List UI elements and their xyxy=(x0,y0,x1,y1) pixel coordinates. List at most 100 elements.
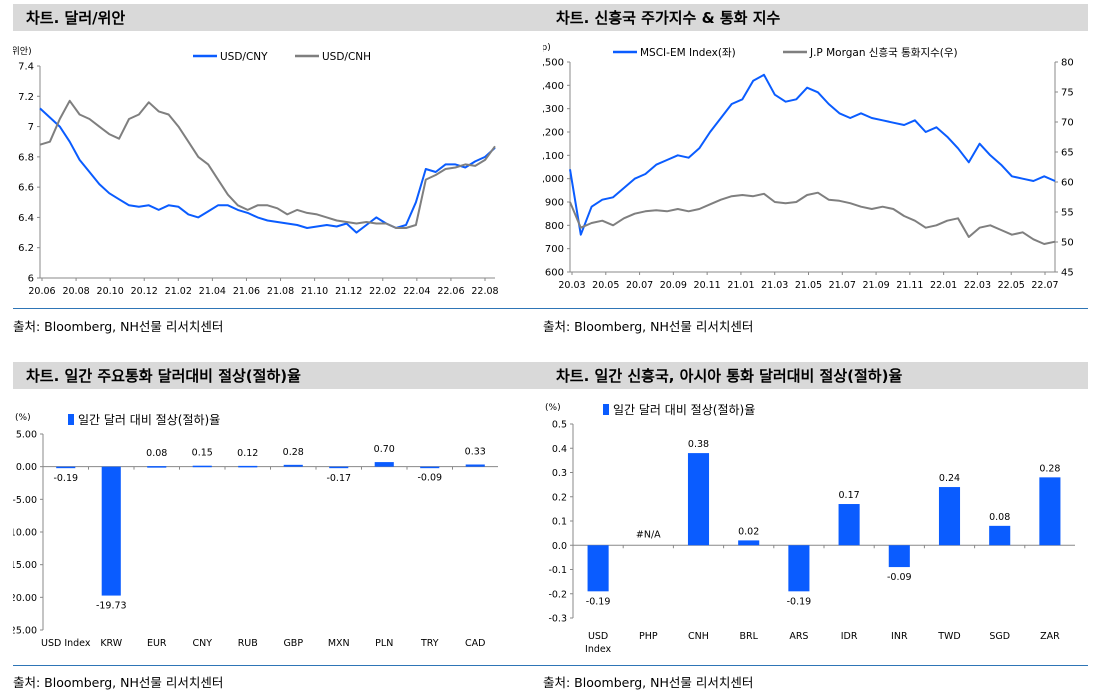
data-label: 0.38 xyxy=(688,439,709,450)
bar xyxy=(838,504,860,546)
y-tick-label: 0.1 xyxy=(552,517,567,528)
y2-tick-label: 55 xyxy=(1061,208,1074,219)
y-tick-label: 1,000 xyxy=(543,174,564,185)
data-label: -0.17 xyxy=(326,473,351,484)
x-tick-label: 20.03 xyxy=(558,280,585,291)
x-tick-label: 22.06 xyxy=(437,286,464,297)
x-tick-label: 21.05 xyxy=(795,280,822,291)
x-tick-label: 22.05 xyxy=(998,280,1025,291)
bar xyxy=(1039,477,1061,546)
y-tick-label: 0.5 xyxy=(552,420,567,431)
chart-em-index: (p) 1,500 1,400 1,300 1,200 1,100 1,000 900 800 7… xyxy=(543,43,1074,291)
source-note: 출처: Bloomberg, NH선물 리서치센터 xyxy=(13,675,224,690)
y2-tick-label: 60 xyxy=(1061,178,1074,189)
panel-em-index: 차트. 신흥국 주가지수 & 통화 지수 (p) 1,500 1,400 1,300 1… xyxy=(543,4,1088,344)
panel-header: 차트. 신흥국 주가지수 & 통화 지수 xyxy=(543,4,1088,31)
y2-tick-label: 70 xyxy=(1061,118,1074,129)
x-tick-label: 20.08 xyxy=(62,286,89,297)
bar xyxy=(465,464,485,467)
panel-header: 차트. 달러/위안 xyxy=(13,4,543,31)
bar xyxy=(687,453,710,546)
data-label: 0.08 xyxy=(989,512,1010,523)
y-tick-label: 6.6 xyxy=(18,183,34,194)
bar xyxy=(738,540,760,546)
panel-rule xyxy=(543,308,1088,309)
data-label: -0.19 xyxy=(53,473,78,484)
category-label: BRL xyxy=(739,631,758,642)
panel-title: 차트. 달러/위안 xyxy=(26,9,126,27)
series-line-1 xyxy=(569,73,1056,236)
y-unit-label: (위안) xyxy=(13,46,32,57)
x-tick-label: 22.07 xyxy=(1031,280,1058,291)
category-label: CNH xyxy=(688,631,709,642)
data-label: -0.09 xyxy=(887,572,912,583)
category-label: KRW xyxy=(100,638,122,649)
y-tick-label: 1,300 xyxy=(543,104,564,115)
y-tick-label: 1,100 xyxy=(543,151,564,162)
category-label: MXN xyxy=(328,638,350,649)
source-note: 출처: Bloomberg, NH선물 리서치센터 xyxy=(543,319,754,334)
x-tick-label: 21.01 xyxy=(727,280,754,291)
y-tick-label: -15.00 xyxy=(13,560,37,571)
y-tick-label: -0.2 xyxy=(548,589,567,600)
y-tick-label: 1,400 xyxy=(543,81,564,92)
y-unit-label: (%) xyxy=(15,413,31,423)
panel-title: 차트. 일간 신흥국, 아시아 통화 달러대비 절상(절하)율 xyxy=(556,367,903,385)
x-tick-label: 21.04 xyxy=(199,286,226,297)
y-tick-label: 0.0 xyxy=(552,541,567,552)
data-label: 0.08 xyxy=(146,448,167,459)
category-label: Index xyxy=(585,644,612,655)
series-line-1 xyxy=(39,107,496,234)
bar xyxy=(283,464,303,467)
y-tick-label: -10.00 xyxy=(13,528,37,539)
y-tick-label: -5.00 xyxy=(13,495,37,506)
data-label: 0.24 xyxy=(939,473,960,484)
y-tick-label: 0.4 xyxy=(552,444,567,455)
y2-tick-label: 45 xyxy=(1061,268,1074,279)
category-label: ARS xyxy=(789,631,808,642)
y-tick-label: 6 xyxy=(28,274,34,285)
y-tick-label: -20.00 xyxy=(13,593,37,604)
y-tick-label: 6.2 xyxy=(18,243,34,254)
chart-em-asia-currencies: (%) 0.5 0.4 0.3 0.2 0.1 0.0 -0.1 -0.2 -0.3 일간 달러 대… xyxy=(545,403,1075,655)
y-tick-label: -0.1 xyxy=(548,565,567,576)
category-label: PHP xyxy=(639,631,658,642)
data-label: -0.09 xyxy=(417,472,442,483)
x-tick-label: 21.12 xyxy=(335,286,362,297)
category-label: USD Index xyxy=(41,638,91,649)
y2-tick-label: 75 xyxy=(1061,88,1074,99)
data-label: 0.33 xyxy=(465,447,486,458)
data-label: -19.73 xyxy=(96,601,127,612)
bar xyxy=(147,466,167,468)
data-label: 0.12 xyxy=(237,448,258,459)
legend-label: 일간 달러 대비 절상(절하)율 xyxy=(78,413,220,427)
y-tick-label: 6.8 xyxy=(18,152,34,163)
y2-tick-label: 80 xyxy=(1061,58,1074,69)
category-label: ZAR xyxy=(1040,631,1060,642)
panel-usd-cny: 차트. 달러/위안 (위안) 7.4 7.2 7 6.8 6.6 6.4 6.2 620.06 2… xyxy=(13,4,543,344)
x-tick-label: 21.06 xyxy=(233,286,260,297)
data-label: 0.17 xyxy=(839,490,860,501)
category-label: IDR xyxy=(841,631,858,642)
x-tick-label: 21.02 xyxy=(165,286,192,297)
category-label: CNY xyxy=(192,638,212,649)
x-tick-label: 21.09 xyxy=(862,280,889,291)
x-tick-label: 20.07 xyxy=(626,280,653,291)
legend-label: USD/CNH xyxy=(322,51,371,63)
y-tick-label: -0.3 xyxy=(548,614,567,625)
y-tick-label: 0.2 xyxy=(552,492,567,503)
data-label: 0.28 xyxy=(1039,463,1060,474)
y2-tick-label: 65 xyxy=(1061,148,1074,159)
panel-header: 차트. 일간 신흥국, 아시아 통화 달러대비 절상(절하)율 xyxy=(543,362,1088,389)
bar xyxy=(374,462,394,467)
data-label: 0.02 xyxy=(738,526,759,537)
chart-usd-cny: (위안) 7.4 7.2 7 6.8 6.6 6.4 6.2 620.06 20.08 20.10 2… xyxy=(13,46,499,297)
bar xyxy=(329,466,349,469)
category-label: GBP xyxy=(283,638,303,649)
x-tick-label: 20.11 xyxy=(694,280,721,291)
panel-header: 차트. 일간 주요통화 달러대비 절상(절하)율 xyxy=(13,362,543,389)
category-label: SGD xyxy=(989,631,1010,642)
data-label: 0.28 xyxy=(283,447,304,458)
x-tick-label: 22.04 xyxy=(403,286,430,297)
series-line-2 xyxy=(39,99,496,229)
